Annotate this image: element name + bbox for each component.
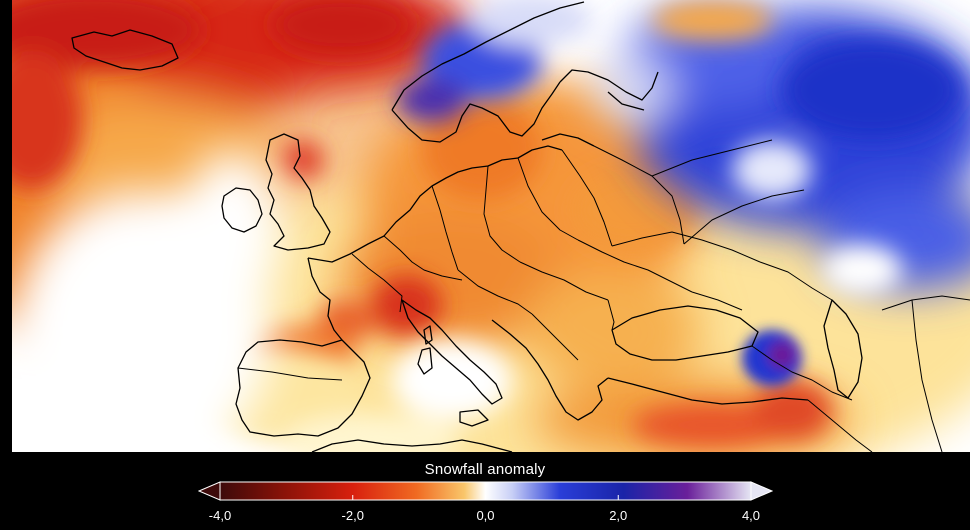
legend-title: Snowfall anomaly bbox=[424, 461, 546, 478]
colorbar-legend: Snowfall anomaly bbox=[0, 452, 970, 530]
colorbar-tick-label: 4,0 bbox=[741, 508, 761, 523]
coastlines bbox=[71, 1, 863, 452]
triangle-left-icon bbox=[198, 481, 221, 501]
colorbar bbox=[198, 481, 773, 501]
colorbar-svg bbox=[198, 481, 773, 501]
anomaly-map-svg bbox=[12, 0, 970, 452]
colorbar-tick-label: -4,0 bbox=[208, 508, 232, 523]
anomaly-field bbox=[12, 0, 970, 452]
colorbar-tick-label: -2,0 bbox=[341, 508, 364, 523]
anomaly-map bbox=[12, 0, 970, 452]
triangle-right-icon bbox=[750, 481, 773, 501]
colorbar-tick-label: 0,0 bbox=[476, 508, 495, 523]
country-borders bbox=[237, 139, 970, 452]
colorbar-tick-label: 2,0 bbox=[609, 508, 628, 523]
